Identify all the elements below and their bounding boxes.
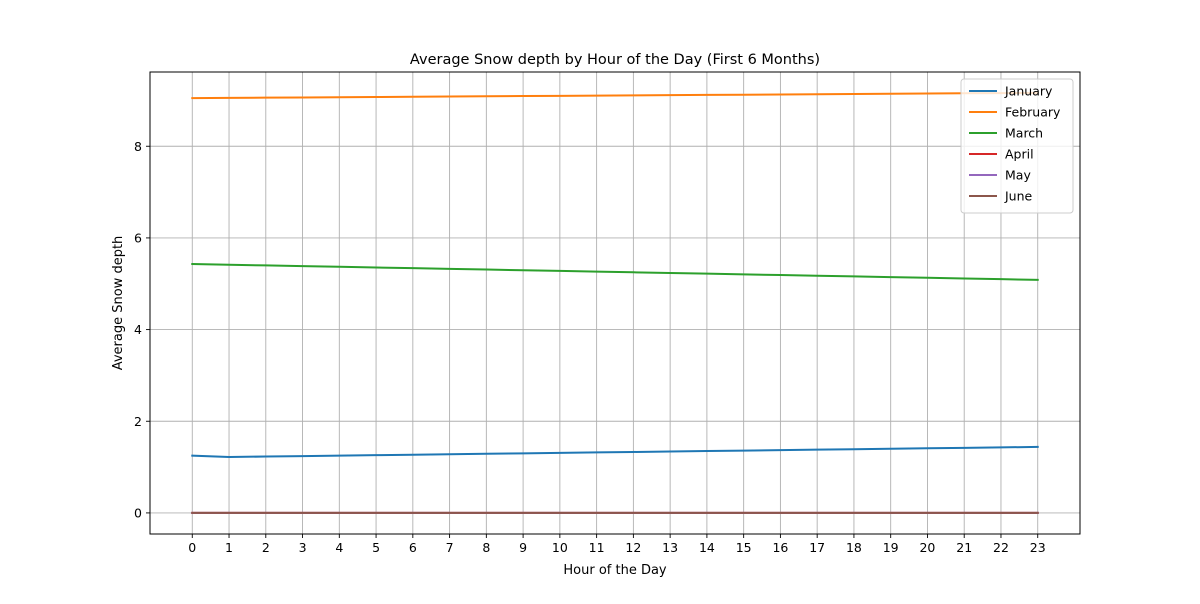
series-lines bbox=[191, 91, 1039, 514]
plot-frame bbox=[149, 71, 1081, 535]
grid-lines bbox=[150, 72, 1080, 534]
x-tick-label: 19 bbox=[883, 540, 899, 555]
x-tick-label: 11 bbox=[589, 540, 605, 555]
legend-label: June bbox=[1004, 189, 1033, 204]
legend-label: April bbox=[1005, 147, 1034, 162]
y-tick-label: 0 bbox=[134, 505, 142, 520]
y-axis-label: Average Snow depth bbox=[111, 236, 126, 371]
x-tick-label: 12 bbox=[625, 540, 641, 555]
series-line-february bbox=[191, 91, 1039, 100]
y-tick-label: 4 bbox=[134, 322, 142, 337]
axis-ticks: 0 1 2 3 4 5 6 7 8 9 10 11 12 13 14 15 16 17 18 19 20 21 22 2302… bbox=[134, 139, 1046, 555]
legend-label: March bbox=[1005, 126, 1043, 141]
y-tick-label: 8 bbox=[134, 139, 142, 154]
x-tick-label: 5 bbox=[372, 540, 380, 555]
x-axis-label: Hour of the Day bbox=[563, 563, 667, 578]
series-line-january bbox=[191, 445, 1039, 458]
x-tick-label: 3 bbox=[299, 540, 307, 555]
x-tick-label: 21 bbox=[956, 540, 972, 555]
x-tick-label: 22 bbox=[993, 540, 1009, 555]
x-tick-label: 7 bbox=[446, 540, 454, 555]
x-tick-label: 14 bbox=[699, 540, 715, 555]
x-tick-label: 9 bbox=[519, 540, 527, 555]
x-tick-label: 6 bbox=[409, 540, 417, 555]
x-tick-label: 2 bbox=[262, 540, 270, 555]
x-tick-label: 0 bbox=[188, 540, 196, 555]
chart-title: Average Snow depth by Hour of the Day (F… bbox=[410, 52, 820, 68]
legend: January February March April May June bbox=[960, 78, 1074, 214]
x-tick-label: 17 bbox=[809, 540, 825, 555]
x-tick-label: 1 bbox=[225, 540, 233, 555]
x-tick-label: 15 bbox=[736, 540, 752, 555]
x-tick-label: 16 bbox=[772, 540, 788, 555]
x-tick-label: 4 bbox=[335, 540, 343, 555]
legend-label: May bbox=[1005, 168, 1031, 183]
x-tick-label: 23 bbox=[1030, 540, 1046, 555]
x-tick-label: 18 bbox=[846, 540, 862, 555]
x-tick-label: 10 bbox=[552, 540, 568, 555]
x-tick-label: 20 bbox=[919, 540, 935, 555]
x-tick-label: 8 bbox=[482, 540, 490, 555]
x-tick-label: 13 bbox=[662, 540, 678, 555]
y-tick-label: 2 bbox=[134, 414, 142, 429]
legend-label: January bbox=[1004, 84, 1053, 99]
legend-label: February bbox=[1005, 105, 1061, 120]
series-line-march bbox=[191, 263, 1039, 281]
y-tick-label: 6 bbox=[134, 230, 142, 245]
